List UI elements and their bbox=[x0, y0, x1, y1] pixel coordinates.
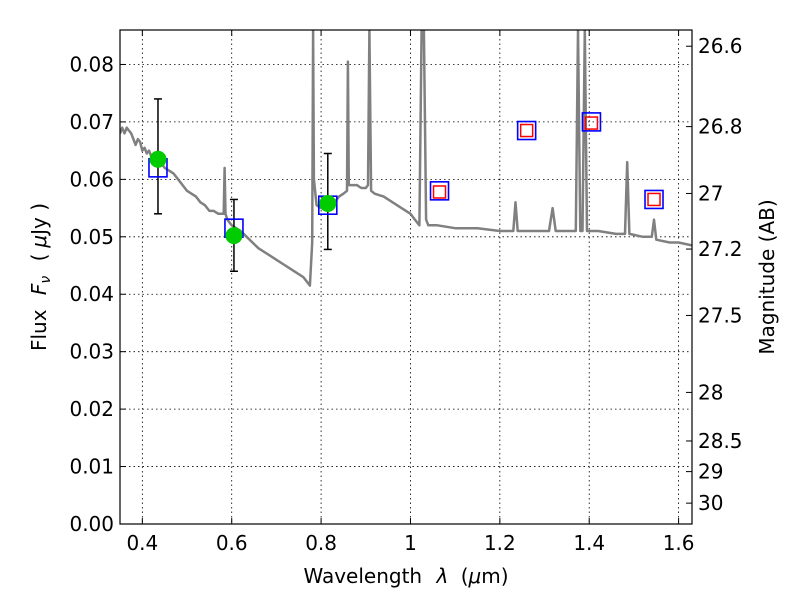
y2-tick-label: 26.8 bbox=[698, 115, 743, 139]
x-axis-label-text: Wavelength bbox=[303, 564, 422, 588]
y-tick-label: 0.00 bbox=[69, 512, 114, 536]
y-tick-label: 0.04 bbox=[69, 282, 114, 306]
observed-photometry-point bbox=[149, 150, 167, 168]
x-axis-label-unit-rest: m) bbox=[481, 564, 508, 588]
y-axis-label: Flux Fν ( μJy ) bbox=[27, 203, 55, 351]
y-tick-label: 0.06 bbox=[69, 167, 114, 191]
x-tick-label: 1.6 bbox=[663, 531, 695, 555]
y2-tick-labels: 26.6 26.8 27 27.2 27.5 28 28.5 29 30 bbox=[698, 34, 743, 515]
predicted-photometry-square bbox=[647, 192, 661, 207]
plot-frame bbox=[119, 29, 693, 525]
y-axis-label-text: Flux bbox=[27, 309, 51, 351]
y-tick-label: 0.01 bbox=[69, 455, 114, 479]
y-tick-label: 0.03 bbox=[69, 340, 114, 364]
plot-background bbox=[120, 30, 692, 524]
y2-tick-label: 30 bbox=[698, 491, 723, 515]
y2-tick-label: 28.5 bbox=[698, 429, 743, 453]
observed-photometry-point bbox=[225, 227, 243, 245]
y-tick-labels: 0.00 0.01 0.02 0.03 0.04 0.05 0.06 0.07 0.08 bbox=[69, 52, 114, 536]
model-photometry-square bbox=[429, 181, 450, 201]
x-tick-label: 1.2 bbox=[484, 531, 516, 555]
y2-tick-label: 26.6 bbox=[698, 34, 743, 58]
x-tick-label: 0.4 bbox=[126, 531, 158, 555]
y2-tick-label: 27.2 bbox=[698, 237, 743, 261]
y-axis-label-unit-mu: μ bbox=[27, 235, 51, 249]
y2-tick-label: 28 bbox=[698, 380, 723, 404]
observed-photometry-point bbox=[319, 194, 337, 212]
x-tick-label: 0.8 bbox=[305, 531, 337, 555]
y2-axis-label: Magnitude (AB) bbox=[755, 199, 779, 354]
markers bbox=[148, 112, 664, 245]
y2-tick-label: 29 bbox=[698, 460, 723, 484]
y-axis-label-symbol: F bbox=[27, 283, 51, 295]
x-axis-label-unit-mu: μ bbox=[468, 564, 482, 588]
predicted-photometry-square bbox=[432, 185, 447, 199]
y-tick-label: 0.02 bbox=[69, 397, 114, 421]
x-axis-label-unit-open: ( bbox=[461, 564, 469, 588]
x-axis-label: Wavelength λ (μm) bbox=[303, 564, 508, 588]
y-tick-label: 0.07 bbox=[69, 110, 114, 134]
x-tick-label: 1 bbox=[404, 531, 417, 555]
y2-tick-label: 27 bbox=[698, 181, 723, 205]
ticks bbox=[120, 30, 692, 525]
y2-tick-label: 27.5 bbox=[698, 303, 743, 327]
model-photometry-square bbox=[581, 112, 602, 132]
y-tick-label: 0.08 bbox=[69, 52, 114, 76]
y-axis-label-unit-open: ( bbox=[27, 254, 51, 262]
y-tick-label: 0.05 bbox=[69, 225, 114, 249]
predicted-photometry-square bbox=[584, 116, 599, 130]
y-axis-label-unit-rest: Jy ) bbox=[27, 203, 51, 237]
y-axis-label-subscript: ν bbox=[38, 276, 54, 284]
predicted-photometry-square bbox=[519, 123, 534, 138]
x-tick-labels: 0.4 0.6 0.8 1 1.2 1.4 1.6 bbox=[126, 531, 694, 555]
x-tick-label: 1.4 bbox=[573, 531, 605, 555]
x-axis-label-symbol: λ bbox=[435, 564, 448, 588]
x-tick-label: 0.6 bbox=[216, 531, 248, 555]
model-photometry-square bbox=[516, 120, 537, 141]
model-photometry-square bbox=[644, 189, 664, 210]
